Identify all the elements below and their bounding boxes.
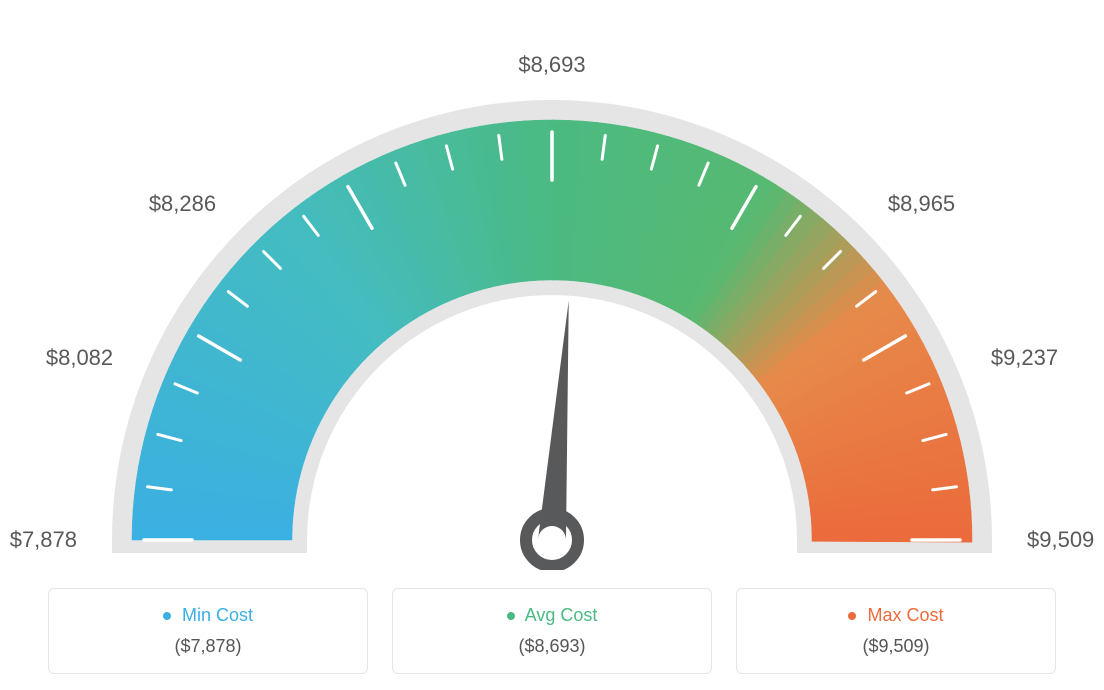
legend-card-min: Min Cost ($7,878) (48, 588, 368, 674)
legend-row: Min Cost ($7,878) Avg Cost ($8,693) Max … (0, 578, 1104, 684)
svg-text:$8,693: $8,693 (518, 52, 585, 77)
svg-text:$9,237: $9,237 (991, 345, 1058, 370)
legend-card-avg: Avg Cost ($8,693) (392, 588, 712, 674)
gauge-chart: $7,878 $8,082 $8,286 $8,693 $8,965 $9,237 $9,5… (0, 0, 1104, 570)
legend-label-avg: Avg Cost (413, 605, 691, 626)
bullet-avg (507, 612, 515, 620)
bullet-min (163, 612, 171, 620)
svg-text:$7,878: $7,878 (10, 527, 77, 552)
svg-text:$9,509: $9,509 (1027, 527, 1094, 552)
legend-card-max: Max Cost ($9,509) (736, 588, 1056, 674)
legend-min-value: ($7,878) (69, 636, 347, 657)
legend-label-min: Min Cost (69, 605, 347, 626)
svg-text:$8,286: $8,286 (149, 191, 216, 216)
gauge-svg: $7,878 $8,082 $8,286 $8,693 $8,965 $9,237 $9,5… (0, 0, 1104, 570)
svg-text:$8,082: $8,082 (46, 345, 113, 370)
legend-label-max: Max Cost (757, 605, 1035, 626)
legend-max-value: ($9,509) (757, 636, 1035, 657)
svg-text:$8,965: $8,965 (888, 191, 955, 216)
legend-min-text: Min Cost (182, 605, 253, 625)
legend-avg-value: ($8,693) (413, 636, 691, 657)
legend-max-text: Max Cost (867, 605, 943, 625)
legend-avg-text: Avg Cost (525, 605, 598, 625)
bullet-max (848, 612, 856, 620)
